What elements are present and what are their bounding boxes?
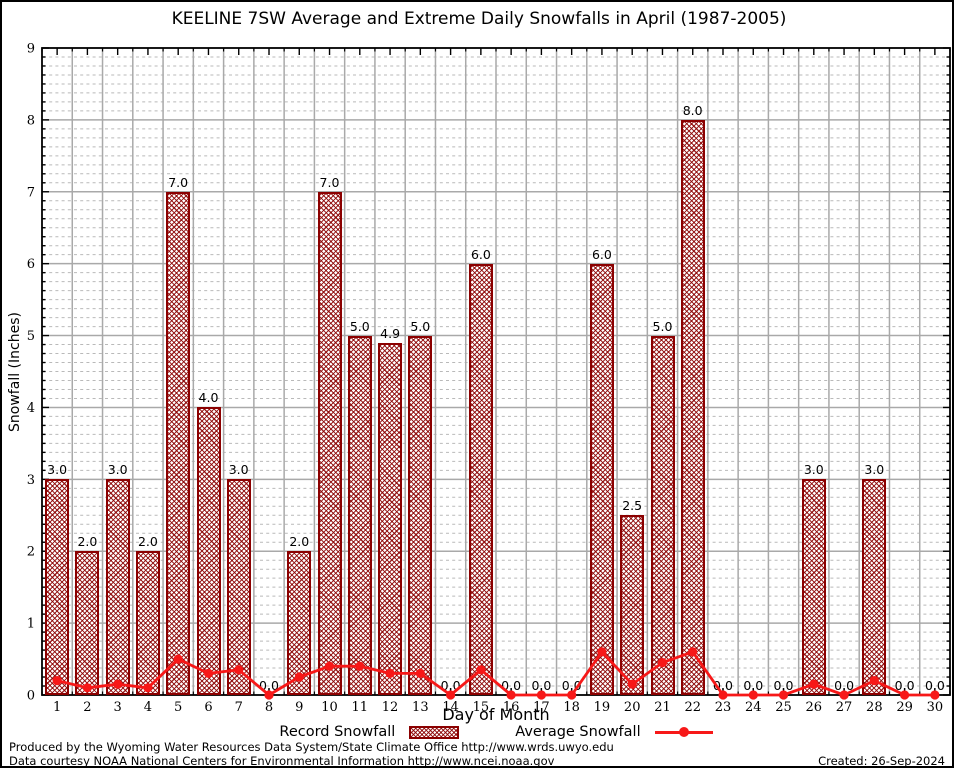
- footer-data-courtesy: Data courtesy NOAA National Centers for …: [9, 754, 555, 768]
- svg-text:27: 27: [836, 700, 853, 715]
- svg-text:23: 23: [715, 700, 732, 715]
- svg-text:7: 7: [235, 700, 243, 715]
- svg-text:2: 2: [27, 545, 35, 560]
- svg-text:2: 2: [83, 700, 91, 715]
- chart-title: KEELINE 7SW Average and Extreme Daily Sn…: [171, 9, 787, 29]
- average-snowfall-swatch-icon: [654, 727, 713, 737]
- line-marker-icon: [678, 727, 689, 737]
- svg-text:20: 20: [624, 700, 641, 715]
- svg-text:14: 14: [442, 700, 459, 715]
- svg-text:0: 0: [27, 689, 35, 704]
- svg-text:29: 29: [896, 700, 913, 715]
- svg-text:8: 8: [265, 700, 273, 715]
- legend-record-label: Record Snowfall: [279, 724, 396, 740]
- legend: Record Snowfall Average Snowfall: [42, 723, 950, 741]
- x-axis-label: Day of Month: [442, 705, 550, 724]
- svg-text:19: 19: [594, 700, 611, 715]
- svg-text:12: 12: [382, 700, 399, 715]
- svg-text:24: 24: [745, 700, 762, 715]
- svg-text:4: 4: [27, 401, 35, 416]
- svg-text:26: 26: [806, 700, 823, 715]
- svg-text:25: 25: [775, 700, 792, 715]
- svg-text:6: 6: [204, 700, 212, 715]
- svg-text:28: 28: [866, 700, 883, 715]
- svg-text:3: 3: [27, 473, 35, 488]
- created-date: Created: 26-Sep-2024: [818, 754, 945, 768]
- svg-text:18: 18: [563, 700, 580, 715]
- footer-produced-by: Produced by the Wyoming Water Resources …: [9, 740, 614, 754]
- svg-text:15: 15: [473, 700, 490, 715]
- svg-text:17: 17: [533, 700, 550, 715]
- svg-text:10: 10: [321, 700, 338, 715]
- svg-text:21: 21: [654, 700, 671, 715]
- svg-text:5: 5: [174, 700, 182, 715]
- svg-text:8: 8: [27, 113, 35, 128]
- svg-text:3: 3: [114, 700, 122, 715]
- svg-text:9: 9: [27, 42, 35, 57]
- svg-text:6: 6: [27, 257, 35, 272]
- legend-average-label: Average Snowfall: [515, 724, 641, 740]
- svg-text:13: 13: [412, 700, 429, 715]
- svg-text:7: 7: [27, 185, 35, 200]
- svg-text:30: 30: [927, 700, 944, 715]
- svg-text:16: 16: [503, 700, 520, 715]
- svg-text:1: 1: [53, 700, 61, 715]
- svg-text:9: 9: [295, 700, 303, 715]
- svg-text:4: 4: [144, 700, 152, 715]
- svg-text:11: 11: [352, 700, 369, 715]
- svg-text:1: 1: [27, 617, 35, 632]
- svg-text:22: 22: [684, 700, 701, 715]
- record-snowfall-swatch-icon: [409, 725, 460, 739]
- svg-text:5: 5: [27, 329, 35, 344]
